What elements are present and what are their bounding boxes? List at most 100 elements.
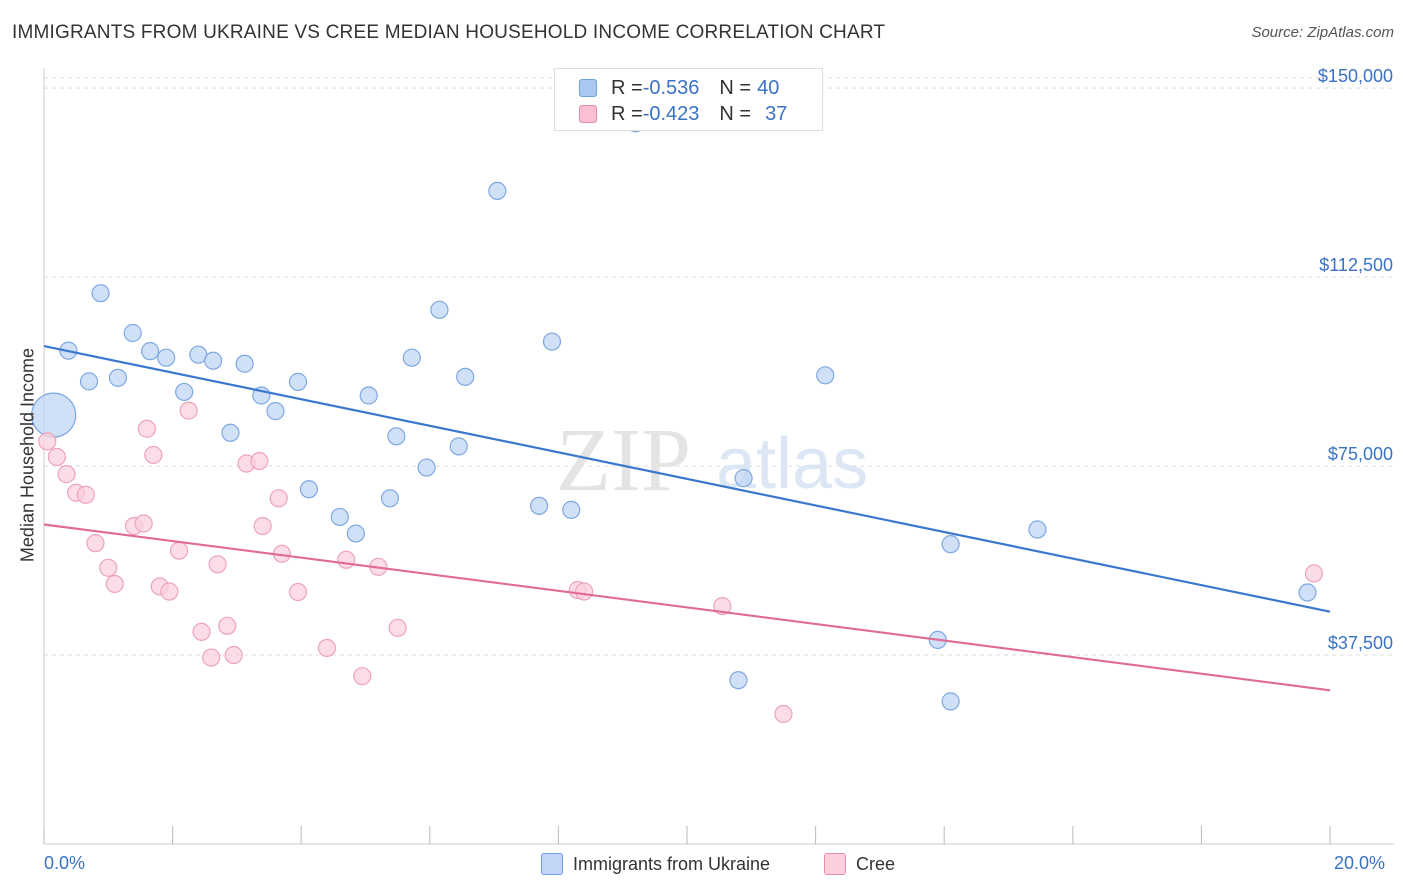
legend-r-value: -0.536 [642, 76, 700, 99]
cree-point [144, 445, 163, 465]
legend-swatch-ukraine [541, 853, 563, 875]
cree-point [317, 638, 337, 658]
ukraine-point [235, 354, 254, 373]
ukraine-point [140, 342, 160, 361]
legend-n-label: N = [719, 76, 752, 99]
ukraine-point [729, 671, 748, 690]
legend-n-value: 40 [757, 76, 780, 99]
cree-point [86, 534, 105, 553]
cree-point [47, 447, 66, 467]
ukraine-point [288, 372, 308, 391]
legend-label-cree: Cree [856, 853, 896, 874]
cree-point [76, 485, 95, 504]
cree-point [388, 618, 407, 637]
ukraine-point [456, 367, 475, 386]
ukraine-point [449, 437, 468, 456]
cree-point [57, 465, 76, 484]
watermark: ZIP atlas [556, 411, 868, 510]
cree-point [337, 550, 356, 569]
ukraine-point [346, 524, 365, 543]
trend-lines [43, 345, 1331, 692]
cree-point [269, 489, 288, 508]
legend-item-cree[interactable]: Cree [824, 850, 895, 878]
ukraine-point [330, 507, 349, 527]
ukraine-point [562, 500, 581, 519]
cree-point [353, 667, 372, 686]
legend-r-value: -0.423 [642, 102, 700, 125]
cree-point [250, 451, 269, 471]
cree-point [224, 645, 243, 665]
y-axis-label: Median Household Income [17, 347, 38, 563]
cree-trend-line [43, 523, 1331, 692]
cree-point [105, 574, 124, 594]
ukraine-point [79, 372, 99, 391]
cree-point [169, 541, 189, 560]
ukraine-point [734, 469, 753, 488]
ukraine-point [380, 489, 400, 508]
chart-title: IMMIGRANTS FROM UKRAINE VS CREE MEDIAN H… [12, 22, 886, 43]
legend-row-ukraine: R = -0.536 N = 40 [579, 75, 779, 101]
y-tick-labels: $37,500 $75,000 $112,500 $150,000 [1318, 66, 1393, 653]
y-tick-label: $112,500 [1319, 255, 1393, 275]
ukraine-trend-line [43, 345, 1331, 613]
y-tick-label: $75,000 [1328, 444, 1393, 464]
ukraine-point [108, 368, 128, 387]
legend-r-label: R = [611, 76, 643, 99]
x-tick-label-max: 20.0% [1334, 853, 1386, 873]
legend-swatch-cree [579, 105, 597, 123]
y-tick-label: $150,000 [1318, 66, 1393, 86]
legend-row-cree: R = -0.423 N = 37 [579, 101, 787, 127]
watermark-atlas: atlas [716, 424, 868, 504]
legend-r-label: R = [611, 102, 643, 125]
ukraine-point [417, 458, 436, 477]
cree-point [160, 582, 179, 601]
cree-point [202, 648, 221, 667]
series-legend: Immigrants from Ukraine Cree [0, 850, 1406, 878]
cree-point [134, 514, 153, 533]
ukraine-point [157, 348, 176, 367]
ukraine-point [175, 382, 194, 402]
x-tick-label-min: 0.0% [44, 853, 86, 873]
ukraine-point [91, 284, 110, 303]
cree-point [575, 582, 594, 601]
ukraine-point [387, 427, 406, 446]
ukraine-point [402, 348, 421, 367]
cree-point [179, 401, 198, 420]
ukraine-point [488, 181, 507, 200]
y-tick-label: $37,500 [1328, 633, 1393, 653]
legend-n-label: N = [719, 102, 752, 125]
ukraine-point [542, 332, 562, 351]
ukraine-point [941, 535, 960, 554]
ukraine-point [359, 386, 378, 405]
legend-label-ukraine: Immigrants from Ukraine [573, 853, 771, 874]
cree-point [1304, 564, 1324, 583]
cree-point [99, 558, 118, 577]
cree-point [253, 516, 272, 536]
ukraine-point [299, 480, 319, 499]
correlation-legend: R = -0.536 N = 40 R = -0.423 N = 37 [554, 68, 823, 131]
legend-item-ukraine[interactable]: Immigrants from Ukraine [541, 850, 770, 878]
ukraine-point [430, 300, 449, 319]
ukraine-point [816, 366, 835, 385]
ukraine-point [530, 496, 549, 515]
cree-point [192, 622, 211, 641]
chart-source: Source: ZipAtlas.com [1251, 24, 1394, 41]
ukraine-point [941, 692, 960, 711]
axes [43, 68, 1394, 845]
ukraine-point [266, 402, 285, 421]
cree-point [218, 616, 237, 635]
legend-n-value: 37 [765, 102, 788, 125]
cree-point [208, 555, 227, 574]
ukraine-point [123, 323, 142, 343]
ukraine-point [221, 423, 240, 442]
cree-point [774, 704, 793, 724]
legend-swatch-ukraine [579, 79, 597, 97]
ukraine-point [1028, 520, 1047, 539]
ukraine-point [204, 351, 223, 370]
ukraine-point [1298, 583, 1317, 602]
legend-swatch-cree [824, 853, 846, 875]
cree-point [137, 419, 156, 438]
cree-point [38, 432, 57, 451]
watermark-zip: ZIP [556, 411, 691, 510]
